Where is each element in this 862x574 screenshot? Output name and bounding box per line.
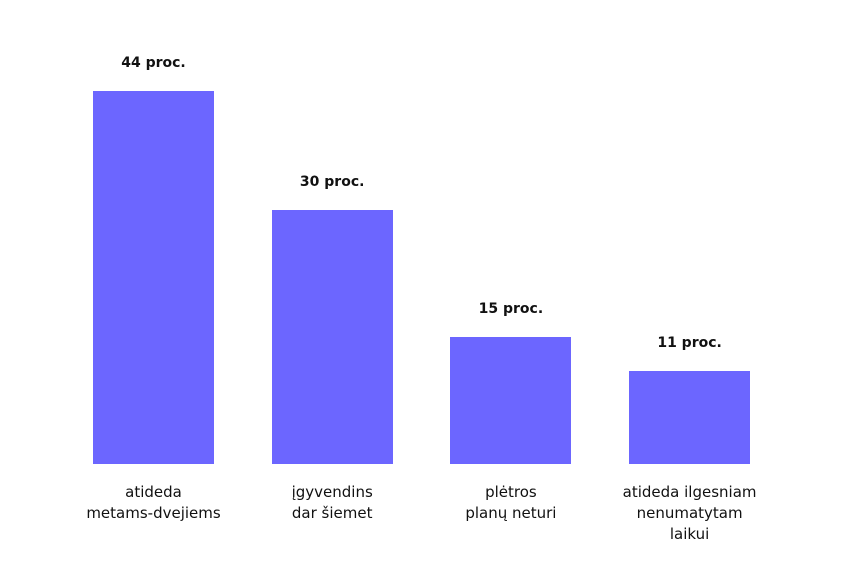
bar bbox=[93, 91, 214, 464]
category-label: atideda metams-dvejiems bbox=[86, 483, 221, 522]
category-label: atideda ilgesniam nenumatytam laikui bbox=[622, 483, 757, 543]
category-label: plėtros planų neturi bbox=[465, 483, 557, 522]
value-label: 44 proc. bbox=[121, 55, 186, 71]
value-label: 11 proc. bbox=[657, 334, 722, 351]
bar bbox=[450, 336, 572, 464]
value-label: 15 proc. bbox=[478, 300, 544, 317]
value-label: 30 proc. bbox=[299, 173, 365, 190]
category-label: įgyvendins dar šiemet bbox=[291, 483, 373, 522]
bar bbox=[271, 209, 393, 464]
bar bbox=[629, 370, 751, 464]
